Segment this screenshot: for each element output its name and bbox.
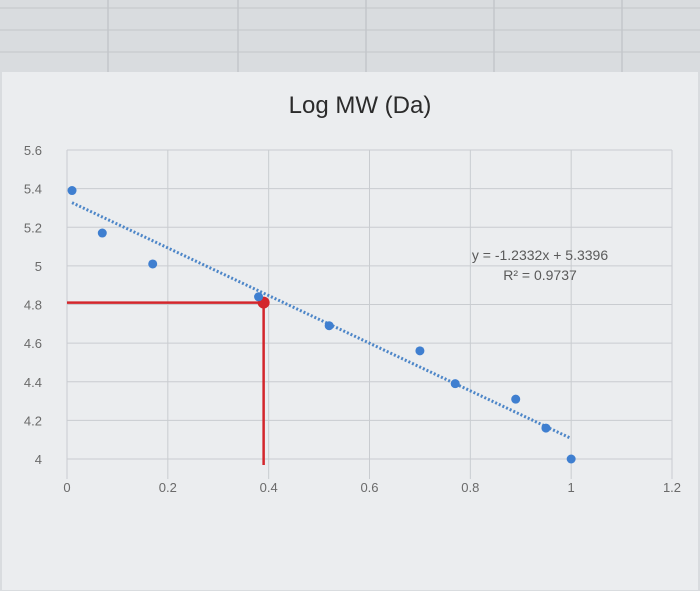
chart-title: Log MW (Da) (288, 92, 432, 119)
chart-area[interactable] (2, 72, 698, 590)
data-points (67, 186, 576, 464)
x-tick-label: 0.2 (159, 480, 177, 495)
x-tick-label: 1 (568, 480, 575, 495)
data-point (511, 394, 521, 404)
data-point (415, 346, 425, 356)
x-tick-label: 0.4 (260, 480, 278, 495)
x-axis-tick-labels: 0 0.2 0.4 0.6 0.8 1 1.2 (63, 480, 681, 495)
data-point (450, 379, 460, 389)
y-tick-label: 5 (35, 259, 42, 274)
y-axis-tick-labels: 4 4.2 4.4 4.6 4.8 5 5.2 5.4 5.6 (24, 143, 42, 467)
linear-trendline (71, 201, 572, 440)
x-tick-label: 0.8 (461, 480, 479, 495)
data-point (148, 259, 158, 269)
y-tick-label: 5.2 (24, 220, 42, 235)
y-tick-label: 4.8 (24, 298, 42, 313)
data-point (324, 321, 334, 331)
data-point (254, 292, 264, 302)
x-tick-label: 0 (63, 480, 70, 495)
data-point (97, 228, 107, 238)
plot-gridlines (66, 149, 673, 479)
trendline-group (71, 201, 572, 440)
y-tick-label: 5.6 (24, 143, 42, 158)
data-point (541, 423, 551, 433)
y-tick-label: 4.4 (24, 375, 42, 390)
trendline-equation: y = -1.2332x + 5.3396 (471, 247, 609, 263)
x-tick-label: 0.6 (360, 480, 378, 495)
data-point (566, 454, 576, 464)
y-tick-label: 4 (35, 452, 42, 467)
y-tick-label: 5.4 (24, 182, 42, 197)
y-tick-label: 4.2 (24, 413, 42, 428)
trendline-r-squared: R² = 0.9737 (503, 267, 577, 283)
data-point (67, 186, 77, 196)
x-tick-label: 1.2 (663, 480, 681, 495)
y-tick-label: 4.6 (24, 336, 42, 351)
